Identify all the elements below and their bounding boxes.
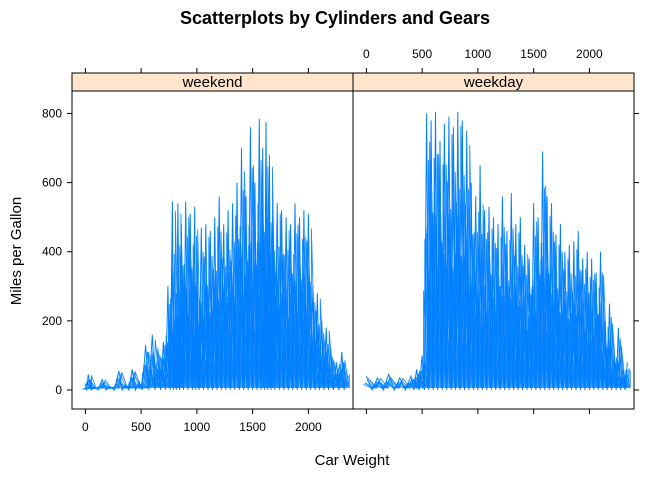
panel-frame-weekday: [352, 90, 635, 410]
y-axis-label: Miles per Gallon: [8, 197, 25, 305]
x-tick-label-weekend: 500: [131, 420, 151, 434]
series-trace-weekend-6: [88, 164, 350, 390]
series-trace-weekend-5: [87, 159, 349, 390]
x-tick-label-weekday: 2000: [576, 47, 603, 61]
x-tick-label-weekend: 1500: [239, 420, 266, 434]
y-tick-label: 800: [42, 106, 62, 120]
x-tick-label-weekday: 1000: [465, 47, 492, 61]
x-tick-label-weekday: 500: [412, 47, 432, 61]
x-axis-label: Car Weight: [315, 452, 391, 469]
y-tick-label: 0: [55, 383, 62, 397]
x-tick-label-weekday: 1500: [520, 47, 547, 61]
y-tick-label: 600: [42, 176, 62, 190]
strip-label-weekend: weekend: [181, 74, 242, 91]
y-tick-label: 200: [42, 314, 62, 328]
x-tick-label-weekend: 1000: [184, 420, 211, 434]
y-tick-label: 400: [42, 245, 62, 259]
chart-title: Scatterplots by Cylinders and Gears: [180, 8, 490, 28]
series-trace-weekday-6: [369, 125, 631, 390]
strip-label-weekday: weekday: [463, 74, 524, 91]
x-tick-label-weekday: 0: [363, 47, 370, 61]
x-tick-label-weekend: 2000: [295, 420, 322, 434]
x-tick-label-weekend: 0: [82, 420, 89, 434]
